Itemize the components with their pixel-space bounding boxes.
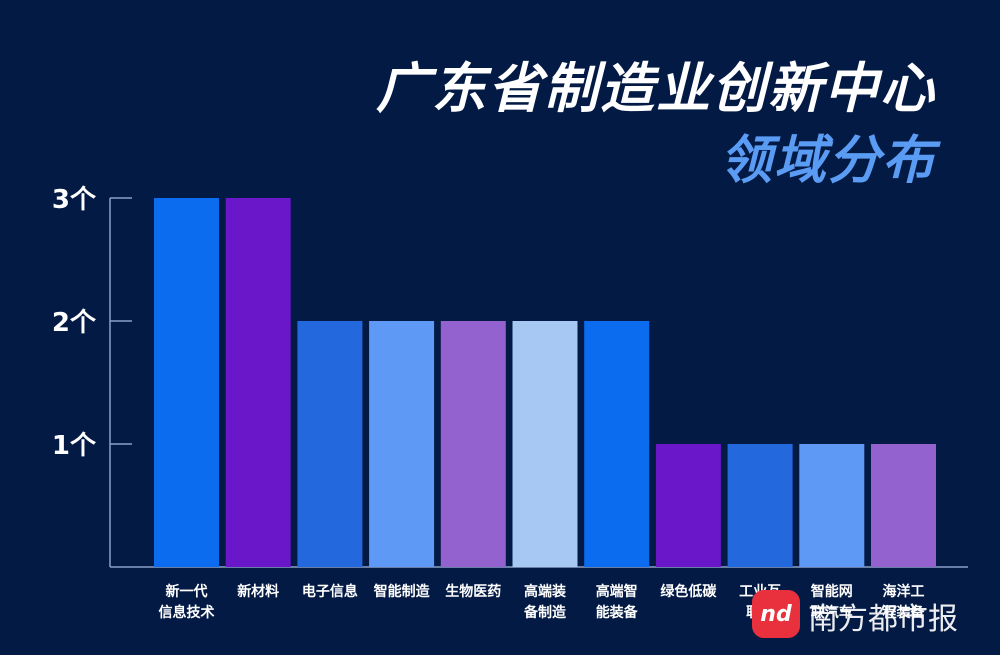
x-tick-label: 新一代信息技术 bbox=[159, 583, 215, 621]
x-tick-label-line: 生物医药 bbox=[445, 583, 501, 600]
x-tick-label-line: 电子信息 bbox=[302, 583, 358, 600]
x-tick-label-line: 新材料 bbox=[237, 583, 279, 600]
bar bbox=[871, 444, 936, 567]
x-tick-label-line: 智能制造 bbox=[373, 583, 430, 600]
x-tick-label-line: 高端装 bbox=[524, 583, 567, 600]
x-tick-label-line: 新一代 bbox=[166, 583, 208, 600]
x-tick-label-line: 信息技术 bbox=[159, 604, 215, 621]
y-tick-label: 2个 bbox=[52, 308, 97, 338]
x-tick-label-line: 程装备 bbox=[883, 604, 926, 621]
x-tick-label: 海洋工程装备 bbox=[883, 583, 926, 621]
x-tick-label: 生物医药 bbox=[445, 583, 501, 600]
x-tick-label-line: 备制造 bbox=[523, 604, 566, 621]
x-tick-label: 新材料 bbox=[237, 583, 279, 600]
x-tick-label-line: 能装备 bbox=[596, 604, 639, 621]
bar bbox=[297, 321, 363, 567]
x-tick-label-line: 高端智 bbox=[596, 583, 638, 600]
y-tick-label: 1个 bbox=[52, 431, 97, 461]
x-tick-label: 智能制造 bbox=[373, 583, 430, 600]
y-axis-ticks: 1个 2个 3个 bbox=[52, 185, 132, 461]
bar bbox=[799, 444, 865, 567]
chart-subtitle: 领域分布 bbox=[719, 131, 936, 191]
bar bbox=[727, 444, 793, 567]
x-tick-label-line: 海洋工 bbox=[883, 583, 925, 600]
bar bbox=[512, 321, 578, 567]
x-tick-label-line: 智能网 bbox=[810, 583, 853, 600]
x-tick-label-line: 联汽车 bbox=[811, 604, 853, 621]
chart-bars bbox=[154, 198, 936, 567]
x-tick-label: 高端装备制造 bbox=[523, 583, 567, 621]
nd-logo-icon: nd bbox=[752, 590, 800, 638]
bar bbox=[440, 321, 506, 567]
x-tick-label: 智能网联汽车 bbox=[810, 583, 853, 621]
x-tick-label-line: 绿色低碳 bbox=[660, 583, 717, 600]
x-axis-labels: 新一代信息技术新材料电子信息智能制造生物医药高端装备制造高端智能装备绿色低碳工业… bbox=[159, 583, 926, 621]
x-tick-label: 电子信息 bbox=[302, 583, 358, 600]
bar bbox=[655, 444, 721, 567]
x-tick-label: 高端智能装备 bbox=[596, 583, 639, 621]
bar bbox=[584, 321, 650, 567]
x-tick-label: 绿色低碳 bbox=[660, 583, 717, 600]
bar bbox=[225, 198, 291, 567]
chart-title: 广东省制造业创新中心 bbox=[376, 57, 936, 120]
bar bbox=[369, 321, 435, 567]
y-tick-label: 3个 bbox=[52, 185, 97, 215]
bar bbox=[154, 198, 219, 567]
watermark-brand: 南方都市报 bbox=[808, 602, 958, 637]
